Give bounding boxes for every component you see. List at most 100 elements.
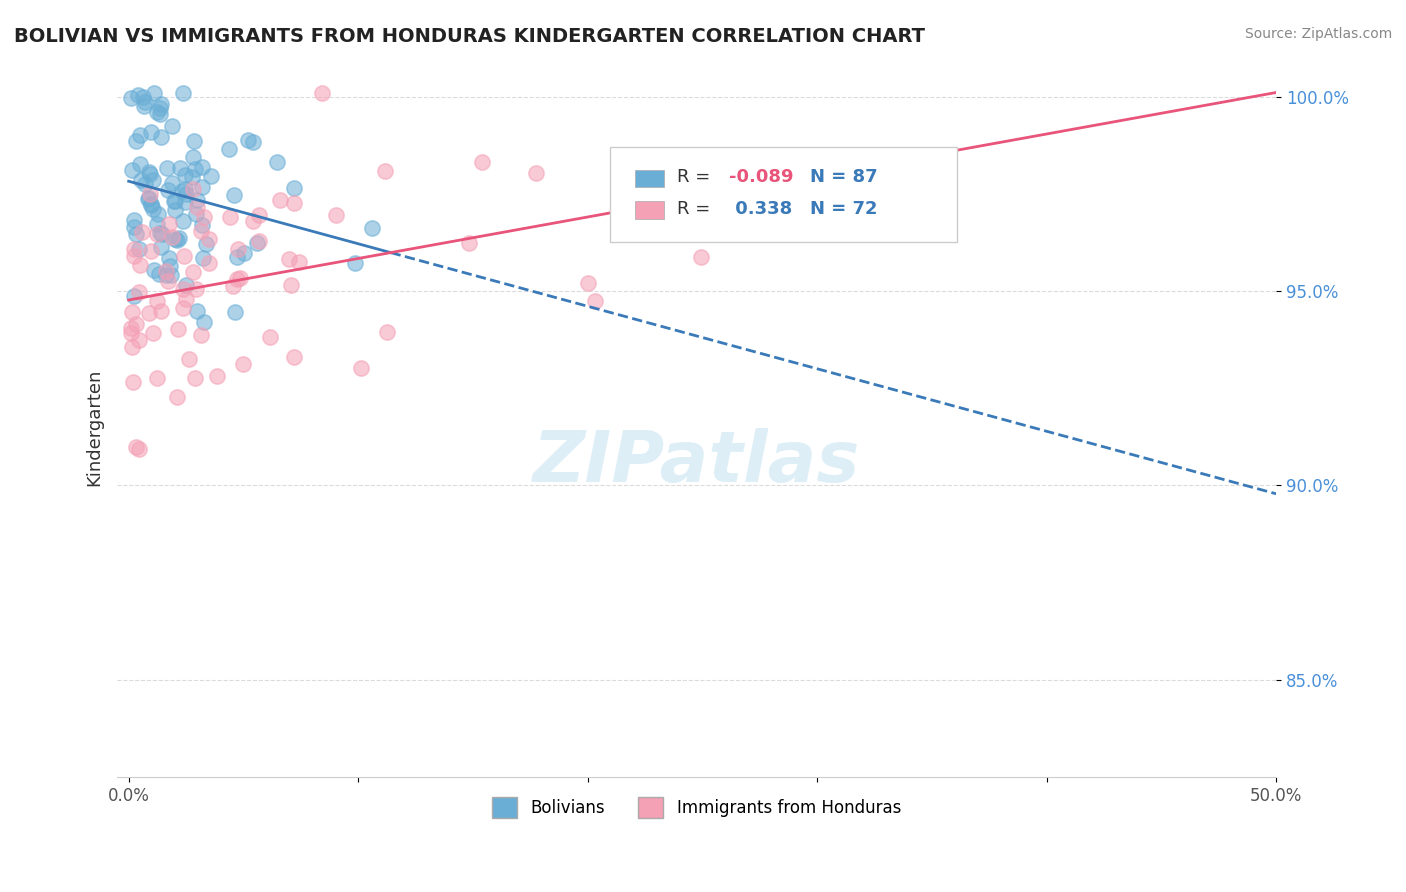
Point: [163, 232, 186, 246]
Text: ZIPatlas: ZIPatlas: [533, 427, 860, 497]
Point: [471, 155, 494, 169]
Point: [128, 442, 150, 457]
Point: [181, 169, 204, 184]
Point: [159, 268, 181, 283]
Point: [163, 194, 186, 209]
Point: [186, 193, 208, 207]
Point: [139, 197, 162, 211]
Point: [128, 258, 150, 272]
Point: [128, 157, 150, 171]
Point: [193, 211, 215, 225]
Point: [184, 371, 207, 385]
Point: [583, 293, 606, 308]
Point: [350, 361, 373, 376]
Point: [139, 197, 162, 211]
Point: [247, 235, 270, 249]
Point: [191, 180, 214, 194]
Point: [229, 270, 252, 285]
Point: [121, 163, 143, 178]
Point: [159, 259, 181, 273]
Text: 0.338: 0.338: [730, 200, 793, 218]
Point: [139, 187, 162, 202]
Point: [120, 326, 142, 340]
Point: [193, 315, 215, 329]
Point: [125, 227, 148, 242]
Text: N = 72: N = 72: [810, 200, 877, 218]
FancyBboxPatch shape: [610, 147, 957, 242]
Point: [184, 161, 207, 176]
Point: [127, 87, 149, 102]
Point: [458, 235, 481, 250]
Text: N = 87: N = 87: [810, 169, 877, 186]
Point: [150, 227, 173, 242]
Point: [156, 183, 179, 197]
Point: [374, 164, 396, 178]
Point: [139, 125, 162, 139]
Point: [186, 201, 208, 215]
Y-axis label: Kindergarten: Kindergarten: [86, 368, 103, 486]
Point: [150, 130, 173, 145]
Point: [148, 267, 170, 281]
Point: [191, 218, 214, 232]
Point: [167, 231, 190, 245]
Point: [283, 350, 305, 364]
Point: [690, 250, 713, 264]
Point: [190, 160, 212, 174]
Point: [179, 352, 201, 367]
Point: [278, 252, 301, 266]
Text: BOLIVIAN VS IMMIGRANTS FROM HONDURAS KINDERGARTEN CORRELATION CHART: BOLIVIAN VS IMMIGRANTS FROM HONDURAS KIN…: [14, 27, 925, 45]
Point: [156, 274, 179, 288]
Point: [132, 99, 155, 113]
Point: [630, 169, 652, 183]
Point: [166, 390, 188, 404]
Point: [146, 217, 169, 231]
Point: [132, 90, 155, 104]
Point: [134, 95, 156, 109]
Point: [120, 320, 142, 334]
Point: [242, 135, 264, 149]
Point: [124, 213, 146, 227]
Point: [172, 214, 194, 228]
Point: [129, 128, 152, 142]
Point: [160, 120, 183, 134]
Point: [128, 285, 150, 300]
Point: [142, 173, 165, 187]
Point: [172, 301, 194, 315]
FancyBboxPatch shape: [636, 169, 664, 187]
Point: [222, 279, 245, 293]
Point: [166, 233, 188, 247]
Point: [224, 188, 246, 202]
Point: [120, 91, 142, 105]
Point: [129, 173, 152, 187]
Point: [128, 242, 150, 256]
Point: [121, 340, 143, 354]
Point: [200, 169, 222, 183]
Text: Source: ZipAtlas.com: Source: ZipAtlas.com: [1244, 27, 1392, 41]
Point: [143, 86, 166, 100]
Point: [122, 376, 145, 390]
Point: [122, 249, 145, 263]
Point: [160, 176, 183, 190]
Point: [360, 221, 382, 235]
Point: [172, 282, 194, 296]
Point: [149, 303, 172, 318]
Point: [173, 250, 195, 264]
Point: [138, 191, 160, 205]
Point: [169, 161, 191, 175]
Point: [181, 181, 204, 195]
Point: [186, 206, 208, 220]
Point: [190, 224, 212, 238]
Point: [186, 282, 208, 296]
Point: [269, 193, 291, 207]
Point: [186, 304, 208, 318]
Point: [149, 226, 172, 240]
Point: [136, 192, 159, 206]
Point: [218, 142, 240, 156]
Point: [172, 86, 194, 100]
Point: [226, 251, 249, 265]
Point: [266, 155, 288, 169]
Point: [280, 278, 302, 293]
Point: [524, 166, 547, 180]
Point: [155, 268, 177, 283]
Point: [377, 325, 399, 339]
